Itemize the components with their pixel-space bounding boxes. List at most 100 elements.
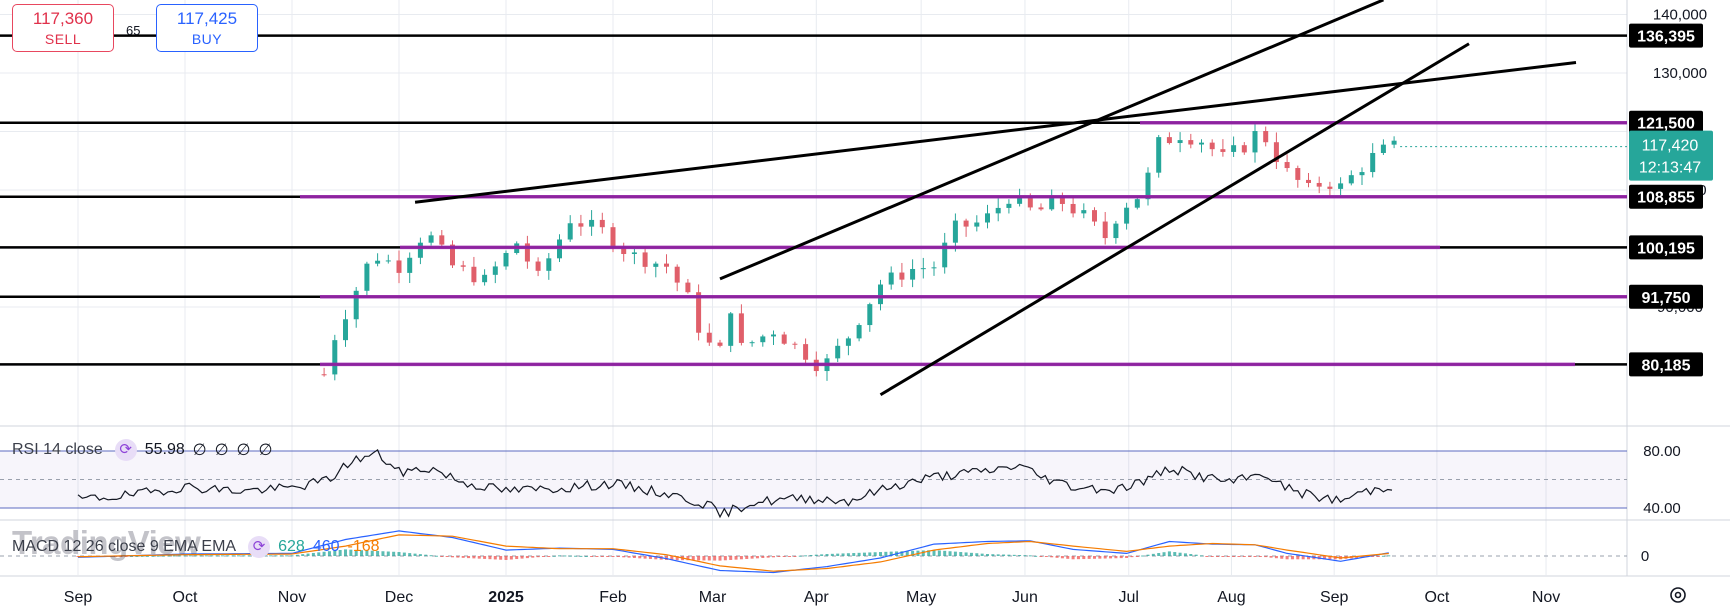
- candle-body: [428, 235, 434, 243]
- macd-histogram-bar: [146, 555, 150, 557]
- candle-body: [1134, 199, 1140, 208]
- candle-down: [1092, 207, 1097, 226]
- macd-histogram-bar: [648, 556, 652, 559]
- buy-button[interactable]: 117,425 BUY: [156, 4, 258, 52]
- candle-down: [1306, 173, 1311, 188]
- macd-histogram-bar: [584, 556, 588, 557]
- macd-histogram-bar: [547, 556, 551, 557]
- candle-body: [1295, 168, 1301, 180]
- macd-histogram-bar: [804, 555, 808, 557]
- candle-up: [364, 261, 370, 297]
- macd-histogram-bar: [606, 556, 610, 557]
- macd-name: MACD 12 26 close 9 EMA EMA: [12, 538, 237, 555]
- macd-histogram-bar: [1280, 556, 1284, 559]
- macd-histogram-bar: [1290, 556, 1294, 560]
- candle-up: [952, 213, 958, 252]
- candle-down: [321, 367, 327, 377]
- candle-body: [1070, 203, 1076, 214]
- macd-histogram-bar: [178, 555, 182, 557]
- macd-histogram-bar: [697, 556, 701, 561]
- macd-histogram-bar: [1301, 556, 1305, 560]
- macd-histogram-bar: [1141, 555, 1145, 557]
- candle-body: [343, 319, 348, 341]
- candle-down: [664, 254, 669, 274]
- candle-down: [1070, 195, 1076, 218]
- candle-body: [450, 244, 455, 266]
- candle-body: [396, 260, 402, 273]
- macd-histogram-bar: [295, 554, 299, 556]
- macd-histogram-bar: [183, 555, 187, 557]
- macd-histogram-bar: [413, 553, 417, 556]
- candle-up: [631, 248, 637, 265]
- macd-histogram-bar: [536, 556, 540, 558]
- tradingview-watermark: TradingView: [12, 524, 201, 561]
- candle-up: [1252, 124, 1258, 163]
- macd-histogram-bar: [317, 552, 321, 556]
- candle-body: [407, 257, 413, 273]
- macd-histogram-bar: [600, 556, 604, 557]
- macd-histogram-bar: [488, 556, 492, 560]
- candle-up: [760, 334, 766, 347]
- rsi-legend[interactable]: RSI 14 close ⟳ 55.98 ∅ ∅ ∅ ∅: [12, 439, 281, 461]
- candle-down: [578, 214, 584, 236]
- macd-histogram-bar: [376, 550, 380, 556]
- macd-histogram-bar: [1360, 556, 1364, 558]
- macd-legend[interactable]: MACD 12 26 close 9 EMA EMA ⟳ 628 460 -16…: [12, 536, 388, 558]
- macd-histogram-bar: [477, 556, 481, 559]
- settings-gear-icon[interactable]: [1668, 585, 1688, 605]
- macd-histogram-bar: [156, 555, 160, 557]
- macd-histogram-bar: [493, 556, 497, 560]
- macd-histogram-bar: [632, 556, 636, 558]
- sell-button[interactable]: 117,360 SELL: [12, 4, 114, 52]
- macd-histogram-bar: [809, 555, 813, 557]
- macd-histogram-bar: [627, 556, 631, 558]
- refresh-icon[interactable]: ⟳: [248, 536, 271, 558]
- price-level-label-text: 108,855: [1637, 190, 1695, 207]
- macd-histogram-bar: [1028, 555, 1032, 557]
- macd-histogram-bar: [1189, 554, 1193, 556]
- macd-histogram-bar: [167, 555, 171, 557]
- candle-up: [1177, 132, 1183, 153]
- refresh-icon[interactable]: ⟳: [114, 439, 137, 461]
- candle-down: [396, 250, 402, 284]
- candle-body: [1391, 140, 1397, 145]
- macd-histogram-bar: [1119, 556, 1123, 559]
- price-pane: [0, 0, 1627, 397]
- macd-histogram-bar: [1023, 555, 1027, 557]
- macd-histogram-bar: [1307, 556, 1310, 560]
- candle-body: [417, 242, 423, 258]
- macd-histogram-bar: [1109, 556, 1113, 559]
- candle-body: [706, 332, 712, 343]
- candle-body: [845, 338, 851, 346]
- price-level-label-bg: [1629, 184, 1703, 209]
- candle-up: [856, 323, 862, 342]
- macd-histogram-bar: [237, 555, 240, 557]
- macd-histogram-bar: [1216, 556, 1220, 557]
- candle-down: [674, 264, 680, 292]
- macd-histogram-bar: [1194, 554, 1198, 556]
- candle-body: [353, 290, 359, 320]
- candle-up: [1113, 220, 1119, 244]
- macd-histogram-bar: [959, 552, 963, 556]
- macd-histogram-bar: [1167, 551, 1171, 556]
- macd-histogram-bar: [130, 556, 133, 557]
- macd-histogram-bar: [616, 556, 620, 557]
- macd-histogram-bar: [1034, 555, 1038, 557]
- candle-body: [524, 243, 530, 262]
- macd-histogram-bar: [418, 554, 422, 556]
- candle-up: [1081, 203, 1087, 219]
- rsi-axis-tick: 40.00: [1643, 500, 1681, 517]
- candle-body: [1124, 207, 1130, 224]
- macd-histogram-bar: [927, 550, 931, 556]
- macd-histogram-bar: [1002, 554, 1006, 556]
- macd-histogram-bar: [509, 556, 513, 560]
- candle-body: [642, 252, 648, 267]
- macd-histogram-bar: [1248, 556, 1252, 557]
- macd-histogram-bar: [911, 550, 915, 556]
- candle-body: [781, 334, 787, 344]
- macd-histogram-bar: [440, 556, 444, 557]
- countdown-text: 12:13:47: [1639, 160, 1701, 177]
- candle-down: [535, 257, 541, 277]
- macd-histogram-bar: [1114, 556, 1118, 559]
